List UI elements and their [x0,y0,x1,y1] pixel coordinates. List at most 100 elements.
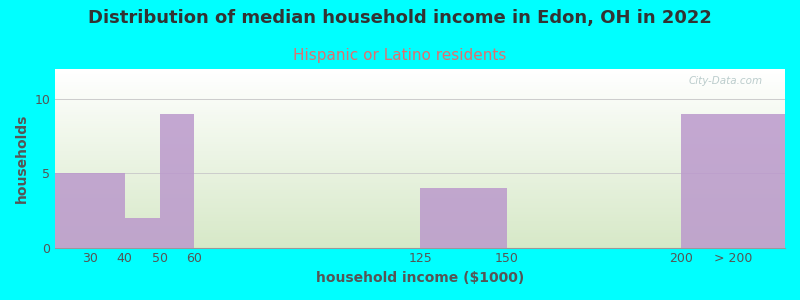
Bar [55,116,785,117]
Bar [55,182,785,183]
Bar [55,208,785,210]
Bar [55,121,785,123]
Bar [55,88,785,90]
Bar [55,99,785,101]
Bar [55,201,785,203]
Bar [55,73,785,74]
Bar [55,172,785,174]
Bar [55,174,785,176]
Bar [55,98,785,99]
Bar [55,130,785,131]
Bar [55,119,785,121]
Bar [55,123,785,124]
Bar [55,185,785,187]
Y-axis label: households: households [15,114,29,203]
Bar [55,151,785,153]
Bar [55,192,785,194]
Bar [55,155,785,157]
Bar [55,139,785,140]
Bar [125,218,159,247]
Bar [159,114,194,248]
Bar [55,198,785,200]
Bar [55,76,785,78]
Bar [55,148,785,149]
Bar [55,83,785,85]
Bar [55,149,785,151]
Bar [55,232,785,233]
Bar [55,235,785,237]
Bar [55,221,785,223]
Bar [55,71,785,73]
Bar [55,94,785,96]
Bar [55,171,785,172]
Bar [55,242,785,244]
Bar [55,114,785,116]
Bar [55,240,785,242]
Bar [55,178,785,180]
Bar [55,124,785,126]
Bar [55,206,785,208]
Bar [55,223,785,224]
Bar [55,69,785,71]
Bar [55,87,785,88]
Bar [55,217,785,219]
Bar [55,189,785,190]
Bar [55,85,785,87]
Bar [55,246,785,248]
Bar [55,228,785,230]
Bar [55,80,785,82]
Bar [55,215,785,217]
Bar [55,101,785,103]
Bar [55,103,785,105]
Bar [55,158,785,160]
Bar [55,224,785,226]
Bar [55,112,785,114]
Bar [55,200,785,201]
Bar [55,230,785,232]
Bar [55,142,785,144]
Bar [55,239,785,240]
Bar [55,78,785,80]
Bar [55,162,785,164]
Bar [55,82,785,83]
Bar [55,133,785,135]
Bar [681,114,785,248]
Text: Hispanic or Latino residents: Hispanic or Latino residents [294,48,506,63]
Bar [55,187,785,189]
Bar [55,173,125,248]
Bar [55,190,785,192]
Bar [55,96,785,98]
Bar [55,74,785,76]
Bar [55,244,785,246]
Bar [420,188,507,247]
Bar [55,226,785,228]
Bar [55,135,785,137]
X-axis label: household income ($1000): household income ($1000) [316,271,524,285]
Bar [55,146,785,148]
Bar [55,110,785,112]
Bar [55,108,785,110]
Bar [55,105,785,106]
Bar [55,144,785,146]
Bar [55,106,785,108]
Bar [55,210,785,212]
Bar [55,183,785,185]
Bar [55,203,785,205]
Bar [55,176,785,178]
Bar [55,233,785,235]
Bar [55,194,785,196]
Bar [55,92,785,94]
Bar [55,90,785,92]
Bar [55,137,785,139]
Bar [55,131,785,133]
Bar [55,164,785,165]
Bar [55,126,785,128]
Bar [55,237,785,239]
Bar [55,165,785,167]
Bar [55,214,785,215]
Bar [55,140,785,142]
Bar [55,196,785,198]
Bar [55,160,785,162]
Bar [55,212,785,214]
Bar [55,157,785,158]
